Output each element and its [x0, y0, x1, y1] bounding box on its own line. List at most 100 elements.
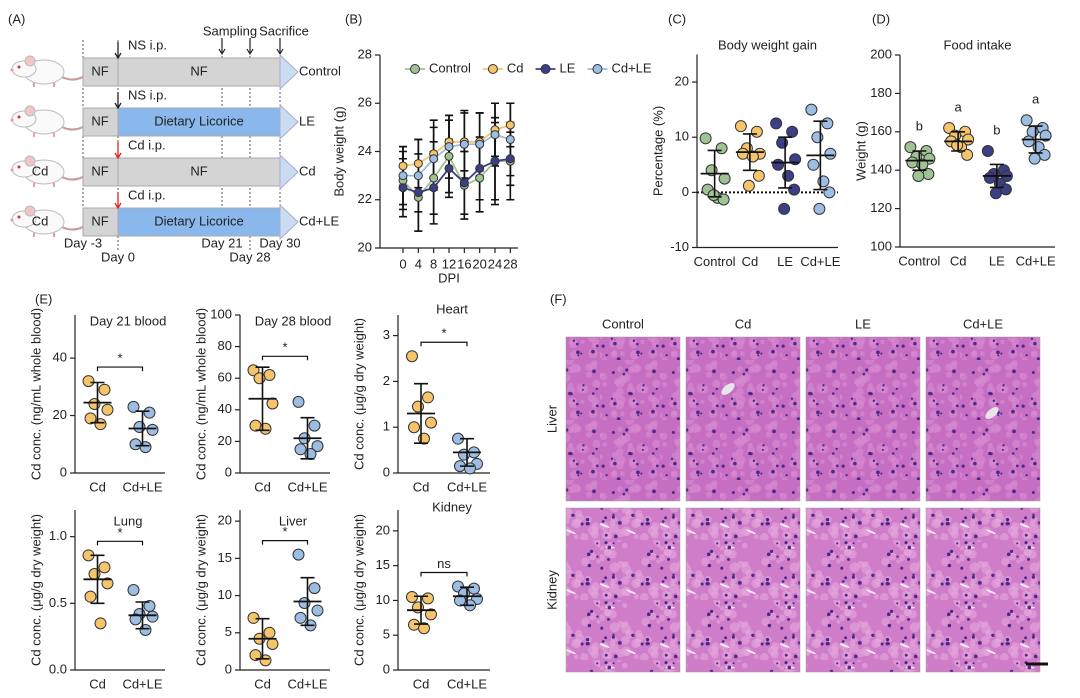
legend-label: Cd: [507, 60, 524, 75]
y-axis-label: Cd conc. (μg/g dry weight): [351, 318, 366, 470]
point: [146, 423, 159, 436]
point: [129, 438, 142, 451]
significance-bracket: [96, 540, 144, 546]
y-tick-label: 10: [218, 587, 232, 602]
point: [786, 125, 799, 138]
legend-label: LE: [560, 60, 576, 75]
significance-label: *: [441, 326, 446, 341]
row-label: Kidney: [544, 570, 559, 610]
significance-bracket: [261, 540, 309, 545]
bar-label: Dietary Licorice: [154, 113, 244, 128]
mouse-feet: [33, 233, 55, 237]
y-axis-label: Cd conc. (μg/g dry weight): [351, 514, 366, 666]
column-label: Control: [602, 316, 644, 331]
x-tick-label: Cd: [413, 479, 430, 494]
point: [475, 139, 485, 149]
error-bar: [989, 163, 1004, 189]
pre-feeding-bar: [82, 57, 119, 87]
error-bar: [778, 136, 793, 189]
event-label: Sampling: [203, 23, 257, 38]
mouse-icon: [10, 205, 89, 237]
y-tick-label: 26: [358, 95, 372, 110]
mouse-nose: [10, 218, 14, 222]
point: [133, 421, 146, 434]
chart-title: Day 21 blood: [90, 313, 167, 328]
arrow-head: [279, 203, 299, 241]
point: [298, 597, 311, 610]
pre-feeding-bar: [82, 107, 119, 137]
x-tick-label: Cd: [89, 479, 106, 494]
day-label: Day 0: [101, 249, 135, 264]
point: [805, 103, 818, 116]
chart-title: Body weight gain: [718, 37, 817, 52]
y-tick-label: 100: [210, 306, 232, 321]
vessel: [721, 383, 735, 395]
day-label: Day -3: [64, 235, 102, 250]
point: [304, 448, 317, 461]
injection-arrow: [114, 42, 122, 60]
significance-bracket: [420, 571, 468, 577]
significance-label: ns: [437, 556, 451, 571]
micrograph: [805, 336, 921, 502]
point: [412, 601, 424, 614]
y-tick-label: 0: [383, 661, 390, 676]
x-tick-label: Cd+LE: [122, 676, 162, 691]
point: [961, 148, 974, 161]
y-tick-label: 20: [376, 522, 390, 537]
point: [505, 134, 515, 144]
event-label: Sacrifice: [259, 23, 309, 38]
point: [408, 421, 420, 434]
point: [715, 142, 728, 155]
x-tick-label: Cd+LE: [1016, 253, 1056, 268]
mouse-ear: [24, 205, 36, 217]
point: [490, 130, 500, 140]
chart-title: Kidney: [432, 499, 472, 514]
x-tick-label: 16: [457, 256, 471, 271]
x-axis-label: DPI: [438, 270, 460, 285]
point: [88, 568, 101, 580]
x-tick-label: 20: [472, 256, 486, 271]
mouse-nose: [10, 118, 14, 122]
point: [468, 582, 480, 595]
injection-label: NS i.p.: [128, 37, 167, 52]
point: [84, 412, 97, 425]
point: [788, 183, 801, 196]
y-axis-label: Cd conc. (μg/g dry weight): [193, 514, 208, 666]
arrow-head: [279, 103, 299, 141]
point: [475, 173, 485, 183]
y-tick-label: 180: [870, 85, 892, 100]
y-axis-label: Cd conc. (ng/mL whole blood): [28, 308, 43, 480]
day-label: Day 21: [201, 235, 242, 250]
day-label: Day 28: [229, 249, 270, 264]
x-tick-label: Control: [898, 253, 940, 268]
point: [824, 147, 837, 160]
diet-bar: [117, 57, 281, 87]
x-tick-label: 0: [399, 256, 406, 271]
point: [444, 151, 454, 161]
x-tick-label: 12: [442, 256, 456, 271]
point: [752, 169, 765, 182]
y-tick-label: 40: [53, 350, 67, 365]
micrograph: [565, 507, 681, 673]
mouse-feet: [33, 133, 55, 137]
mouse-icon: [10, 105, 89, 137]
panel-label: (C): [668, 11, 686, 26]
point: [94, 617, 107, 630]
x-tick-label: Control: [694, 254, 736, 269]
point: [425, 608, 437, 621]
mouse-eye: [17, 215, 21, 219]
y-tick-label: 15: [218, 550, 232, 565]
x-tick-label: Cd+LE: [447, 479, 487, 494]
micrograph: [565, 336, 681, 502]
error-bar: [255, 366, 270, 432]
point: [422, 391, 434, 404]
y-tick-label: 200: [870, 46, 892, 61]
injection-label: Cd i.p.: [128, 187, 166, 202]
arrow-head: [279, 153, 299, 191]
micrograph: [925, 507, 1041, 673]
significance-label: *: [282, 340, 287, 355]
y-axis-label: Cd conc. (μg/g dry weight): [28, 514, 43, 666]
x-tick-label: 24: [488, 256, 502, 271]
significance-bracket: [261, 355, 309, 361]
x-tick-label: Cd+LE: [122, 479, 162, 494]
